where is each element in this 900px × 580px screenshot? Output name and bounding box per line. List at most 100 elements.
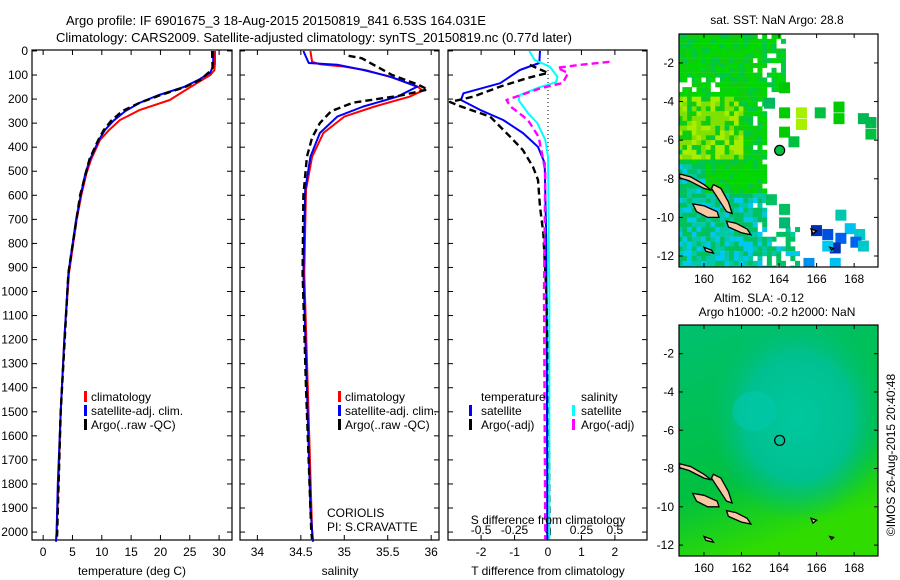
sst-cell <box>776 231 782 237</box>
sst-cell <box>762 246 768 252</box>
sst-cell <box>738 144 744 150</box>
sst-cell <box>679 188 683 194</box>
sst-cell <box>719 231 725 237</box>
sst-cell <box>724 183 730 189</box>
sst-cell <box>729 149 735 155</box>
sst-cell <box>762 212 768 218</box>
sst-cell <box>748 58 754 64</box>
sst-cell <box>682 48 688 54</box>
sst-cell <box>738 241 744 247</box>
legend-swatch-t-satellite <box>469 405 472 416</box>
sst-cell <box>691 125 697 131</box>
sst-cell <box>724 173 730 179</box>
sst-cell <box>762 58 768 64</box>
sst-cell <box>719 251 725 257</box>
series-line-argo-raw-qc- <box>55 50 214 540</box>
sst-cell <box>701 241 707 247</box>
sst-cell <box>757 231 763 237</box>
sst-cell <box>748 53 754 59</box>
sst-cell <box>752 149 758 155</box>
sst-cell <box>743 91 749 97</box>
sst-cell <box>710 58 716 64</box>
sst-cell <box>743 246 749 252</box>
sst-cell <box>757 53 763 59</box>
sst-cell <box>715 255 721 261</box>
sst-cell <box>679 265 683 267</box>
series-line-temperature-argo-adj- <box>448 63 551 540</box>
sst-cell <box>724 154 730 160</box>
sst-cell <box>696 265 702 267</box>
sst-cell <box>752 38 758 44</box>
sst-cell <box>691 34 697 39</box>
sst-cell <box>757 87 763 93</box>
sst-cell <box>696 149 702 155</box>
sst-cell <box>724 159 730 165</box>
sst-cell <box>752 130 758 136</box>
sst-cell <box>710 169 716 175</box>
island-coastline <box>828 246 835 252</box>
sst-cell <box>748 140 754 146</box>
y-tick-label: 1000 <box>1 285 28 299</box>
sst-cell <box>715 149 721 155</box>
sst-cell <box>724 38 730 44</box>
sst-cell <box>691 96 697 102</box>
sst-cell <box>738 222 744 228</box>
sst-cell <box>752 227 758 233</box>
lon-tick-label: 164 <box>769 272 789 286</box>
sst-cell <box>757 77 763 83</box>
legend-heading-temperature: temperature <box>481 390 546 404</box>
sst-cell <box>719 260 725 266</box>
sst-cell <box>710 149 716 155</box>
sst-cell <box>762 217 768 223</box>
sst-cell <box>682 188 688 194</box>
salinity-legend: climatology satellite-adj. clim. Argo(..… <box>338 390 437 432</box>
sst-cell <box>743 48 749 54</box>
temperature-xlabel: temperature (deg C) <box>78 564 186 578</box>
sst-cell <box>752 82 758 88</box>
sst-cell <box>734 91 740 97</box>
x-tick-label: 35.5 <box>376 545 400 559</box>
sst-cell <box>724 246 730 252</box>
sst-cell <box>682 255 688 261</box>
sst-cell <box>757 116 763 122</box>
sst-cell <box>757 144 763 150</box>
sst-cell <box>766 246 772 252</box>
sst-cell <box>743 241 749 247</box>
sst-cell <box>696 67 702 73</box>
sst-cell <box>752 260 758 266</box>
sst-cell <box>715 101 721 107</box>
sst-cell <box>687 255 693 261</box>
sst-cell <box>687 43 693 49</box>
sst-cell <box>762 169 768 175</box>
sst-cell <box>748 169 754 175</box>
sla-map: 160 162 164 166 168 -2 -4 -6 -8 -10 -12 <box>657 324 879 575</box>
sst-cell <box>724 193 730 199</box>
sst-cell <box>743 222 749 228</box>
sst-cell <box>687 227 693 233</box>
sst-cell <box>682 202 688 208</box>
sst-cell <box>715 251 721 257</box>
sst-cell <box>719 178 725 184</box>
sst-cell <box>710 198 716 204</box>
sst-cell <box>719 77 725 83</box>
sst-cell <box>734 53 740 59</box>
sst-cell <box>682 58 688 64</box>
sst-cell <box>734 178 740 184</box>
sst-cell <box>734 251 740 257</box>
lat-tick-label: -12 <box>657 538 675 552</box>
sst-cell <box>757 96 763 102</box>
sst-cell <box>710 48 716 54</box>
sst-cell <box>701 91 707 97</box>
sst-cell <box>771 38 777 44</box>
sst-cell <box>687 130 693 136</box>
sst-cell <box>738 130 744 136</box>
sst-cell <box>785 241 791 247</box>
sst-cell <box>771 251 777 257</box>
sst-cell <box>765 194 777 206</box>
sst-cell <box>822 228 834 240</box>
sst-cell <box>705 144 711 150</box>
legend-label: satellite-adj. clim. <box>345 404 437 418</box>
sst-cell <box>748 130 754 136</box>
sst-cell <box>724 251 730 257</box>
sst-cell <box>729 144 735 150</box>
